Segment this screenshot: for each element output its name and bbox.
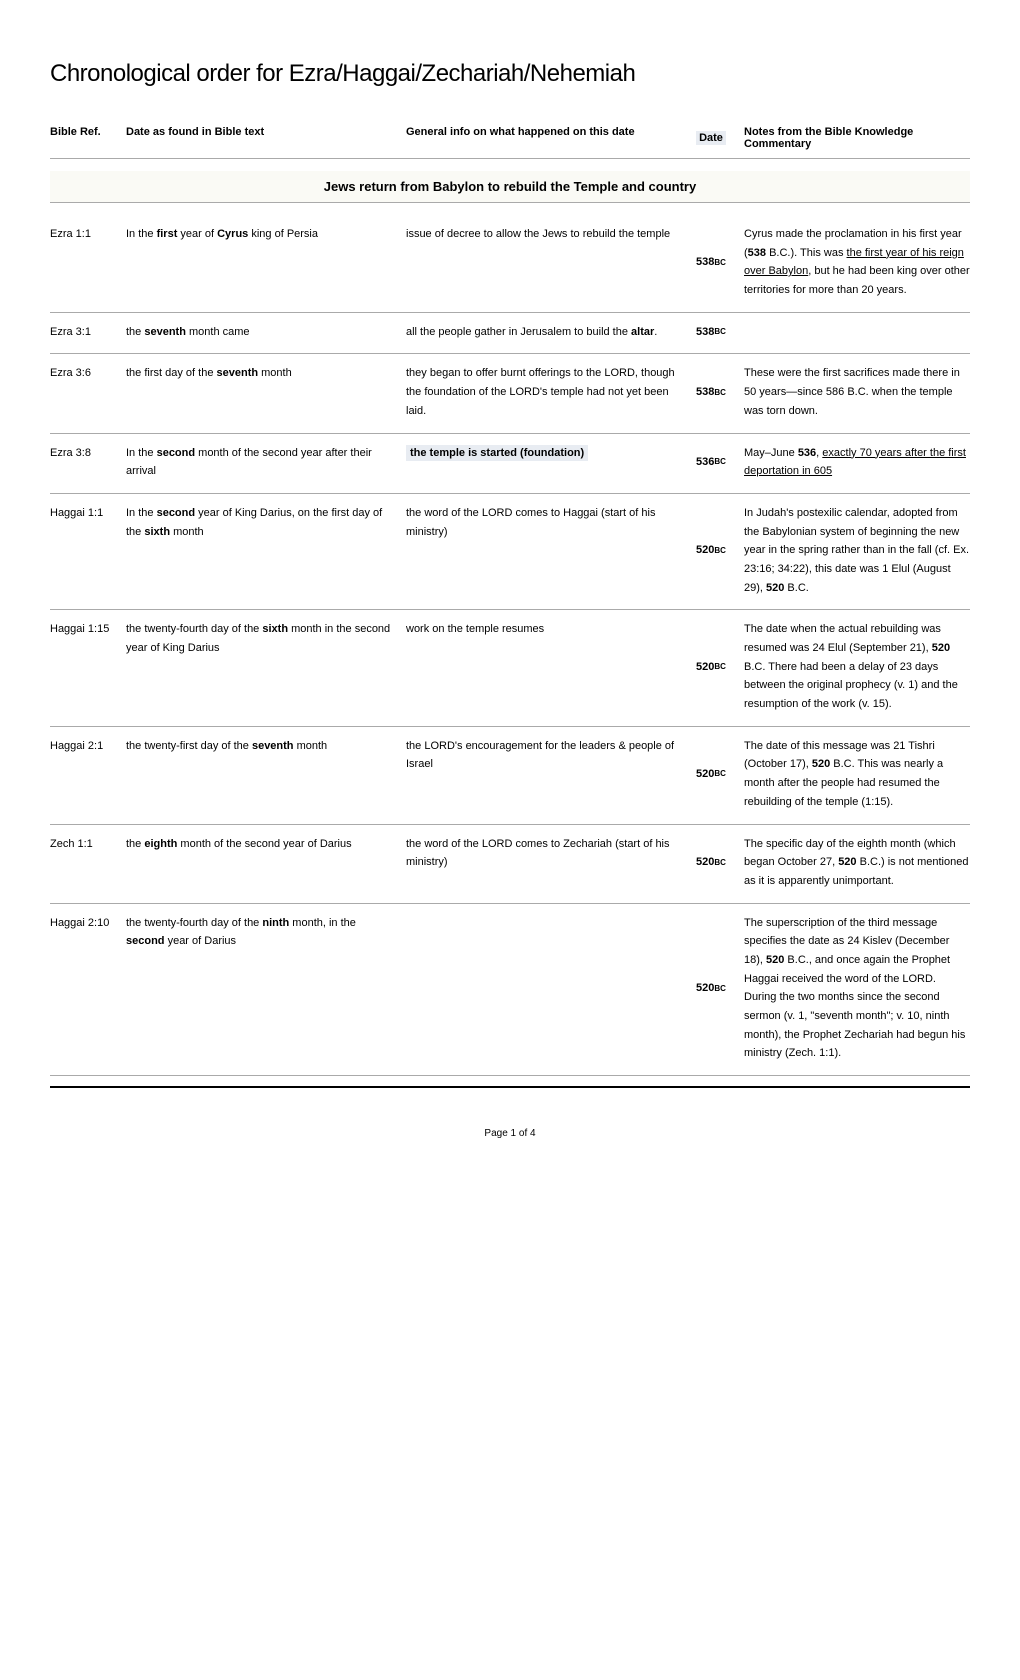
divider [50, 1086, 970, 1088]
cell-notes: The date when the actual rebuilding was … [736, 620, 970, 713]
cell-date: 520BC [686, 620, 736, 713]
cell-datetext: the first day of the seventh month [126, 364, 406, 420]
header-info: General info on what happened on this da… [406, 126, 686, 150]
header-date: Date [686, 126, 736, 150]
section-banner: Jews return from Babylon to rebuild the … [50, 171, 970, 203]
cell-info: they began to offer burnt offerings to t… [406, 364, 686, 420]
cell-notes: The specific day of the eighth month (wh… [736, 835, 970, 891]
cell-notes: These were the first sacrifices made the… [736, 364, 970, 420]
page-title: Chronological order for Ezra/Haggai/Zech… [50, 60, 970, 88]
cell-date: 520BC [686, 737, 736, 812]
header-notes: Notes from the Bible Knowledge Commentar… [736, 126, 970, 150]
header-datetext: Date as found in Bible text [126, 126, 406, 150]
cell-date: 520BC [686, 835, 736, 891]
cell-ref: Haggai 1:1 [50, 504, 126, 597]
table-row: Ezra 1:1In the first year of Cyrus king … [50, 215, 970, 313]
cell-date: 538BC [686, 323, 736, 342]
table-row: Ezra 3:6the first day of the seventh mon… [50, 354, 970, 433]
table-row: Zech 1:1the eighth month of the second y… [50, 825, 970, 904]
table-row: Haggai 2:1the twenty-first day of the se… [50, 727, 970, 825]
cell-date: 538BC [686, 225, 736, 300]
cell-date: 538BC [686, 364, 736, 420]
table-row: Haggai 1:15the twenty-fourth day of the … [50, 610, 970, 726]
header-ref: Bible Ref. [50, 126, 126, 150]
cell-info: the word of the LORD comes to Zechariah … [406, 835, 686, 891]
cell-notes: In Judah's postexilic calendar, adopted … [736, 504, 970, 597]
cell-datetext: the seventh month came [126, 323, 406, 342]
cell-ref: Haggai 2:10 [50, 914, 126, 1064]
cell-notes [736, 323, 970, 342]
cell-notes: Cyrus made the proclamation in his first… [736, 225, 970, 300]
cell-date: 536BC [686, 444, 736, 481]
cell-datetext: In the second year of King Darius, on th… [126, 504, 406, 597]
page-footer: Page 1 of 4 [50, 1128, 970, 1139]
cell-info: the LORD's encouragement for the leaders… [406, 737, 686, 812]
cell-datetext: the twenty-fourth day of the sixth month… [126, 620, 406, 713]
cell-datetext: In the first year of Cyrus king of Persi… [126, 225, 406, 300]
cell-datetext: the twenty-fourth day of the ninth month… [126, 914, 406, 1064]
cell-date: 520BC [686, 504, 736, 597]
cell-ref: Haggai 1:15 [50, 620, 126, 713]
cell-ref: Ezra 1:1 [50, 225, 126, 300]
cell-datetext: the eighth month of the second year of D… [126, 835, 406, 891]
table-row: Haggai 2:10the twenty-fourth day of the … [50, 904, 970, 1077]
cell-datetext: In the second month of the second year a… [126, 444, 406, 481]
cell-ref: Ezra 3:1 [50, 323, 126, 342]
cell-info: all the people gather in Jerusalem to bu… [406, 323, 686, 342]
cell-notes: The superscription of the third message … [736, 914, 970, 1064]
cell-info: issue of decree to allow the Jews to reb… [406, 225, 686, 300]
cell-info: the temple is started (foundation) [406, 444, 686, 481]
table-header: Bible Ref. Date as found in Bible text G… [50, 118, 970, 159]
cell-notes: The date of this message was 21 Tishri (… [736, 737, 970, 812]
cell-ref: Ezra 3:8 [50, 444, 126, 481]
table-row: Haggai 1:1In the second year of King Dar… [50, 494, 970, 610]
cell-info: work on the temple resumes [406, 620, 686, 713]
cell-notes: May–June 536, exactly 70 years after the… [736, 444, 970, 481]
table-row: Ezra 3:1the seventh month cameall the pe… [50, 313, 970, 355]
cell-info [406, 914, 686, 1064]
table-row: Ezra 3:8In the second month of the secon… [50, 434, 970, 494]
cell-info: the word of the LORD comes to Haggai (st… [406, 504, 686, 597]
cell-ref: Ezra 3:6 [50, 364, 126, 420]
table-body: Ezra 1:1In the first year of Cyrus king … [50, 215, 970, 1076]
cell-ref: Haggai 2:1 [50, 737, 126, 812]
cell-ref: Zech 1:1 [50, 835, 126, 891]
cell-date: 520BC [686, 914, 736, 1064]
cell-datetext: the twenty-first day of the seventh mont… [126, 737, 406, 812]
